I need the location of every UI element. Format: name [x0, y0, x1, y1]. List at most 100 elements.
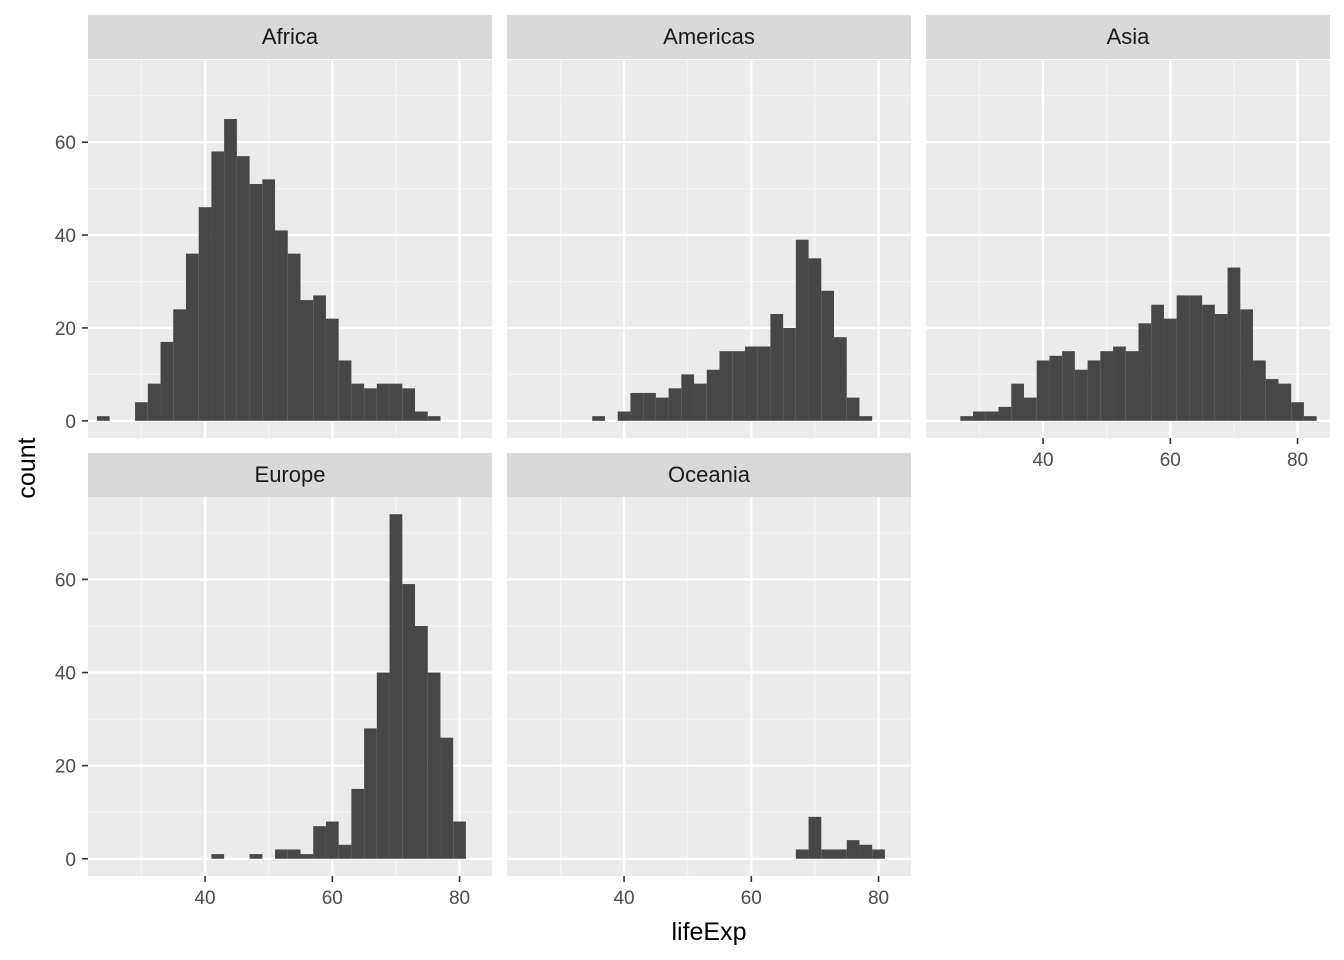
histogram-bar — [96, 416, 110, 421]
histogram-bar — [834, 337, 847, 421]
histogram-bar — [706, 369, 720, 421]
histogram-bar — [1240, 309, 1254, 421]
histogram-bar — [313, 295, 326, 421]
histogram-bar — [808, 816, 822, 859]
histogram-bar — [1202, 304, 1215, 421]
strip-background — [507, 453, 911, 497]
x-tick-label: 40 — [613, 888, 634, 909]
histogram-bar — [719, 351, 733, 421]
histogram-bar — [325, 821, 339, 859]
x-tick-label: 60 — [1160, 450, 1181, 471]
histogram-bar — [846, 397, 860, 421]
histogram-bar — [1138, 323, 1152, 421]
histogram-bar — [643, 392, 656, 421]
histogram-bar — [275, 849, 288, 859]
histogram-bar — [1100, 351, 1114, 421]
histogram-bar — [211, 151, 225, 421]
x-tick-label: 40 — [194, 888, 215, 909]
panel-background — [507, 497, 911, 876]
histogram-bar — [1087, 360, 1101, 421]
histogram-bar — [681, 374, 695, 421]
strip-label: Asia — [1107, 24, 1151, 49]
strip-background — [88, 15, 492, 59]
x-tick-label: 60 — [741, 888, 762, 909]
histogram-bar — [694, 383, 707, 421]
histogram-bar — [453, 821, 466, 859]
panel-oceania: Oceania 40 60 80 — [507, 453, 911, 909]
histogram-bar — [617, 411, 631, 421]
histogram-bar — [287, 849, 301, 859]
histogram-bar — [389, 514, 403, 859]
histogram-bar — [211, 854, 225, 859]
y-axis-title: count — [13, 437, 41, 498]
panel-asia: Asia 40 60 80 — [926, 15, 1330, 471]
histogram-bar — [224, 118, 237, 421]
histogram-bar — [1265, 379, 1279, 421]
histogram-bar — [325, 318, 339, 421]
histogram-bar — [744, 346, 758, 421]
x-tick-label: 80 — [449, 888, 470, 909]
panel-americas: Americas — [507, 15, 911, 438]
panels-layer: Africa 0 20 40 60 Americas Asia 40 60 80 Europe 40 6… — [55, 15, 1330, 909]
histogram-bar — [821, 849, 835, 859]
histogram-bar — [173, 309, 186, 421]
histogram-bar — [1227, 267, 1241, 421]
histogram-bar — [808, 258, 822, 421]
histogram-bar — [427, 672, 441, 859]
histogram-bar — [795, 239, 809, 421]
y-tick-label: 0 — [65, 850, 76, 871]
strip-label: Africa — [262, 24, 319, 49]
histogram-bar — [262, 179, 276, 421]
histogram-bar — [364, 728, 377, 859]
histogram-bar — [1049, 355, 1063, 421]
histogram-bar — [859, 416, 873, 421]
y-tick-label: 20 — [55, 319, 76, 340]
x-tick-label: 40 — [1032, 450, 1053, 471]
histogram-bar — [364, 388, 377, 421]
histogram-bar — [872, 849, 885, 859]
histogram-bar — [198, 207, 212, 421]
histogram-bar — [415, 625, 428, 859]
histogram-bar — [313, 826, 326, 859]
histogram-bar — [592, 416, 605, 421]
histogram-bar — [770, 314, 784, 421]
panel-europe: Europe 40 60 80 0 20 40 60 — [55, 453, 492, 909]
histogram-bar — [147, 383, 161, 421]
y-tick-label: 60 — [55, 570, 76, 591]
histogram-bar — [249, 854, 263, 859]
histogram-bar — [985, 411, 999, 421]
histogram-bar — [402, 388, 416, 421]
histogram-bar — [389, 383, 403, 421]
histogram-bar — [249, 183, 263, 421]
histogram-bar — [1291, 402, 1304, 421]
histogram-bar — [415, 411, 428, 421]
histogram-bar — [338, 360, 352, 421]
histogram-bar — [1125, 351, 1139, 421]
histogram-bar — [960, 416, 974, 421]
histogram-bar — [275, 230, 288, 421]
strip-background — [507, 15, 911, 59]
histogram-bar — [1189, 295, 1203, 421]
strip-background — [88, 453, 492, 497]
histogram-bar — [440, 737, 454, 859]
histogram-bar — [1253, 360, 1266, 421]
x-axis-title: lifeExp — [671, 918, 746, 946]
histogram-bar — [1176, 295, 1190, 421]
histogram-bar — [1163, 318, 1177, 421]
histogram-bar — [732, 351, 745, 421]
histogram-bar — [1303, 416, 1317, 421]
histogram-bar — [287, 253, 301, 421]
y-tick-label: 20 — [55, 757, 76, 778]
histogram-bar — [834, 849, 847, 859]
histogram-bar — [973, 411, 986, 421]
y-tick-label: 0 — [65, 412, 76, 433]
histogram-bar — [351, 788, 365, 859]
histogram-bar — [300, 300, 314, 421]
histogram-bar — [1214, 314, 1228, 421]
panel-africa: Africa 0 20 40 60 — [55, 15, 492, 438]
histogram-bar — [795, 849, 809, 859]
histogram-bar — [1062, 351, 1075, 421]
strip-label: Oceania — [668, 462, 751, 487]
histogram-bar — [427, 416, 441, 421]
